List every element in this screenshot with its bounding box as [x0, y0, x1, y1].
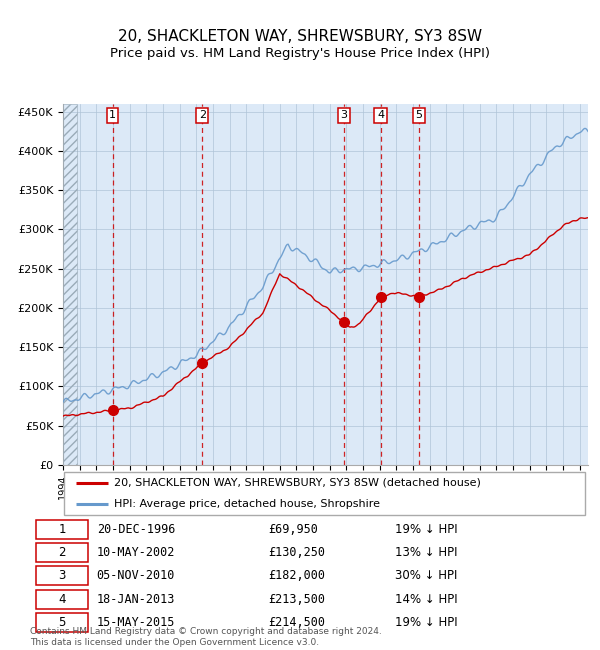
Text: Contains HM Land Registry data © Crown copyright and database right 2024.
This d: Contains HM Land Registry data © Crown c… — [30, 627, 382, 647]
Text: 3: 3 — [59, 569, 66, 582]
Text: 3: 3 — [340, 110, 347, 120]
Text: 13% ↓ HPI: 13% ↓ HPI — [395, 546, 457, 559]
FancyBboxPatch shape — [64, 472, 585, 515]
Text: 30% ↓ HPI: 30% ↓ HPI — [395, 569, 457, 582]
Text: £130,250: £130,250 — [268, 546, 325, 559]
Text: 18-JAN-2013: 18-JAN-2013 — [97, 593, 175, 606]
FancyBboxPatch shape — [36, 613, 88, 632]
Text: 19% ↓ HPI: 19% ↓ HPI — [395, 616, 457, 629]
Text: HPI: Average price, detached house, Shropshire: HPI: Average price, detached house, Shro… — [115, 499, 380, 509]
Text: 5: 5 — [59, 616, 66, 629]
Text: 05-NOV-2010: 05-NOV-2010 — [97, 569, 175, 582]
Text: 20-DEC-1996: 20-DEC-1996 — [97, 523, 175, 536]
Text: £214,500: £214,500 — [268, 616, 325, 629]
Text: 5: 5 — [416, 110, 422, 120]
Text: 2: 2 — [58, 546, 66, 559]
Text: 10-MAY-2002: 10-MAY-2002 — [97, 546, 175, 559]
Text: 4: 4 — [377, 110, 384, 120]
FancyBboxPatch shape — [36, 590, 88, 608]
Text: 14% ↓ HPI: 14% ↓ HPI — [395, 593, 457, 606]
Text: 19% ↓ HPI: 19% ↓ HPI — [395, 523, 457, 536]
Text: £213,500: £213,500 — [268, 593, 325, 606]
Text: 20, SHACKLETON WAY, SHREWSBURY, SY3 8SW (detached house): 20, SHACKLETON WAY, SHREWSBURY, SY3 8SW … — [115, 478, 481, 488]
FancyBboxPatch shape — [36, 520, 88, 539]
Text: 20, SHACKLETON WAY, SHREWSBURY, SY3 8SW: 20, SHACKLETON WAY, SHREWSBURY, SY3 8SW — [118, 29, 482, 44]
Text: 1: 1 — [58, 523, 66, 536]
Text: 15-MAY-2015: 15-MAY-2015 — [97, 616, 175, 629]
Text: Price paid vs. HM Land Registry's House Price Index (HPI): Price paid vs. HM Land Registry's House … — [110, 47, 490, 60]
Text: 2: 2 — [199, 110, 206, 120]
Text: 1: 1 — [109, 110, 116, 120]
FancyBboxPatch shape — [36, 566, 88, 586]
FancyBboxPatch shape — [36, 543, 88, 562]
Text: 4: 4 — [58, 593, 66, 606]
Text: £69,950: £69,950 — [268, 523, 318, 536]
Text: £182,000: £182,000 — [268, 569, 325, 582]
